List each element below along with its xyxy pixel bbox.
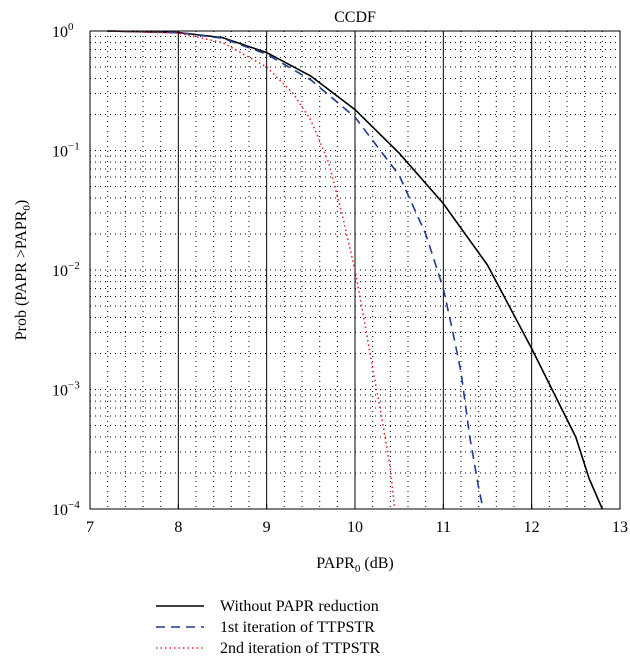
x-axis-label-main: PAPR [316,555,355,572]
legend: Without PAPR reduction 1st iteration of T… [156,598,380,657]
y-tick-labels: 100 10−1 10−2 10−3 10−4 [52,21,80,519]
y-tick-label: 10−1 [52,141,80,161]
x-tick-label: 10 [347,519,363,536]
x-tick-label: 7 [86,519,94,536]
y-tick-label: 100 [52,21,74,41]
x-tick-labels: 7 8 9 10 11 12 13 [86,519,628,536]
y-tick-label: 10−3 [52,380,80,400]
legend-label: Without PAPR reduction [220,598,379,615]
chart-title: CCDF [334,9,376,26]
x-tick-label: 9 [263,519,271,536]
y-tick-label: 10−2 [52,260,80,280]
x-axis-label: PAPR0 (dB) [316,555,393,575]
plot-series [107,30,604,510]
y-axis-label-main: Prob (PAPR >PAPR [13,210,30,340]
y-axis-label-sub: 0 [21,205,33,211]
grid [89,31,621,509]
series-line [107,30,484,510]
y-axis-label: Prob (PAPR >PAPR0) [13,200,33,341]
y-axis-label-suffix: ) [13,200,30,205]
plot-frame [89,30,621,510]
y-tick-label: 10−4 [52,499,80,519]
x-tick-label: 12 [524,519,540,536]
x-axis-label-unit: (dB) [360,555,393,572]
x-tick-label: 11 [436,519,451,536]
legend-label: 2nd iteration of TTPSTR [220,640,380,657]
legend-label: 1st iteration of TTPSTR [220,619,375,636]
x-tick-label: 13 [612,519,628,536]
x-axis-label-sub: 0 [355,563,361,575]
x-tick-label: 8 [174,519,182,536]
series-line [107,30,604,510]
